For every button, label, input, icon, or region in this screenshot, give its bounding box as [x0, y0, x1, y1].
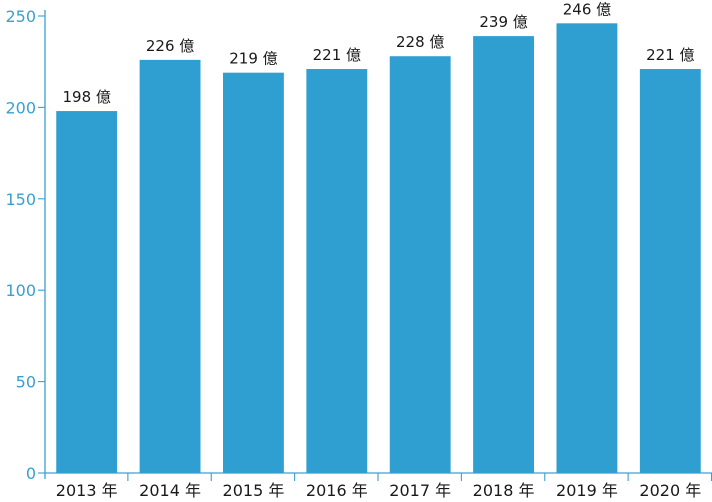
bar-value-label: 239 億 [479, 13, 527, 31]
bar-value-label: 221 億 [646, 46, 694, 64]
bar [306, 69, 368, 474]
x-tick-label: 2016 年 [306, 481, 368, 500]
bar-value-label: 246 億 [563, 0, 611, 18]
bar [473, 36, 534, 473]
bar-value-label: 226 億 [146, 37, 194, 55]
data-labels: 198 億 226 億 219 億 221 億 228 億 239 億 246 億 221 億 [62, 0, 694, 106]
bars [56, 23, 701, 474]
bar [556, 23, 618, 473]
bar-value-label: 228 億 [396, 33, 444, 51]
x-tick-label: 2015 年 [223, 481, 285, 500]
y-tick-label: 100 [5, 281, 36, 300]
x-tick-label: 2017 年 [389, 481, 451, 500]
y-tick-label: 50 [16, 373, 36, 392]
y-tick-label: 0 [26, 464, 36, 483]
bar [139, 59, 201, 473]
bar-value-label: 219 億 [229, 50, 277, 68]
x-tick-label: 2020 年 [639, 481, 701, 500]
x-tick-label: 2014 年 [139, 481, 201, 500]
y-tick-label: 150 [5, 190, 36, 209]
y-tick-label: 250 [5, 7, 36, 26]
y-axis: 0 50 100 150 200 250 [5, 7, 46, 483]
bar [389, 56, 451, 473]
x-tick-label: 2019 年 [556, 481, 618, 500]
bar-value-label: 198 億 [62, 88, 110, 106]
x-tick-label: 2013 年 [56, 481, 118, 500]
y-tick-label: 200 [5, 98, 36, 117]
bar [639, 69, 701, 474]
bar [223, 72, 284, 473]
x-axis: 2013 年 2014 年 2015 年 2016 年 2017 年 2018 年 2019… [45, 472, 712, 500]
bar [56, 111, 118, 473]
x-tick-label: 2018 年 [473, 481, 535, 500]
bar-value-label: 221 億 [313, 46, 361, 64]
